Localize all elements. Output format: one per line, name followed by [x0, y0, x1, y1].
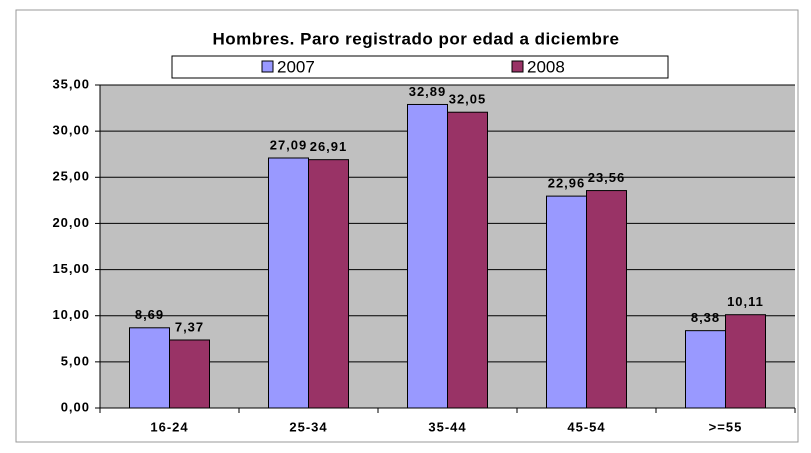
bar — [268, 157, 309, 409]
value-label: 32,05 — [449, 92, 487, 107]
y-tick-label: 30,00 — [52, 123, 90, 138]
value-label: 22,96 — [548, 176, 586, 191]
y-tick-label: 0,00 — [61, 399, 90, 414]
bar — [546, 195, 587, 409]
x-tick-label: >=55 — [709, 419, 743, 434]
legend-swatch — [511, 60, 524, 73]
y-tick-label: 35,00 — [52, 76, 90, 91]
y-tick-label: 25,00 — [52, 169, 90, 184]
value-label: 8,69 — [135, 307, 164, 322]
legend-label: 2008 — [527, 57, 565, 76]
value-label: 27,09 — [270, 137, 308, 152]
value-label: 7,37 — [175, 319, 204, 334]
bar — [308, 159, 349, 409]
legend-label: 2007 — [277, 57, 315, 76]
legend-swatch — [261, 60, 274, 73]
y-tick-label: 15,00 — [52, 261, 90, 276]
value-label: 10,11 — [727, 294, 764, 309]
value-label: 32,89 — [409, 84, 447, 99]
bar — [685, 330, 726, 409]
bar — [407, 103, 448, 409]
bar — [725, 314, 766, 409]
chart-title: Hombres. Paro registrado por edad a dici… — [212, 29, 619, 48]
y-tick-label: 10,00 — [52, 307, 90, 322]
bar — [129, 327, 170, 409]
bar — [169, 339, 210, 409]
x-tick-label: 35-44 — [428, 419, 466, 434]
x-tick-label: 16-24 — [150, 419, 188, 434]
x-tick-label: 45-54 — [567, 419, 605, 434]
x-tick-label: 25-34 — [289, 419, 327, 434]
y-tick-label: 20,00 — [52, 215, 90, 230]
value-label: 8,38 — [691, 310, 720, 325]
value-label: 26,91 — [310, 139, 348, 154]
bar — [586, 190, 627, 409]
value-label: 23,56 — [588, 170, 626, 185]
legend — [171, 55, 669, 79]
y-tick-label: 5,00 — [61, 353, 90, 368]
bar — [447, 111, 488, 409]
